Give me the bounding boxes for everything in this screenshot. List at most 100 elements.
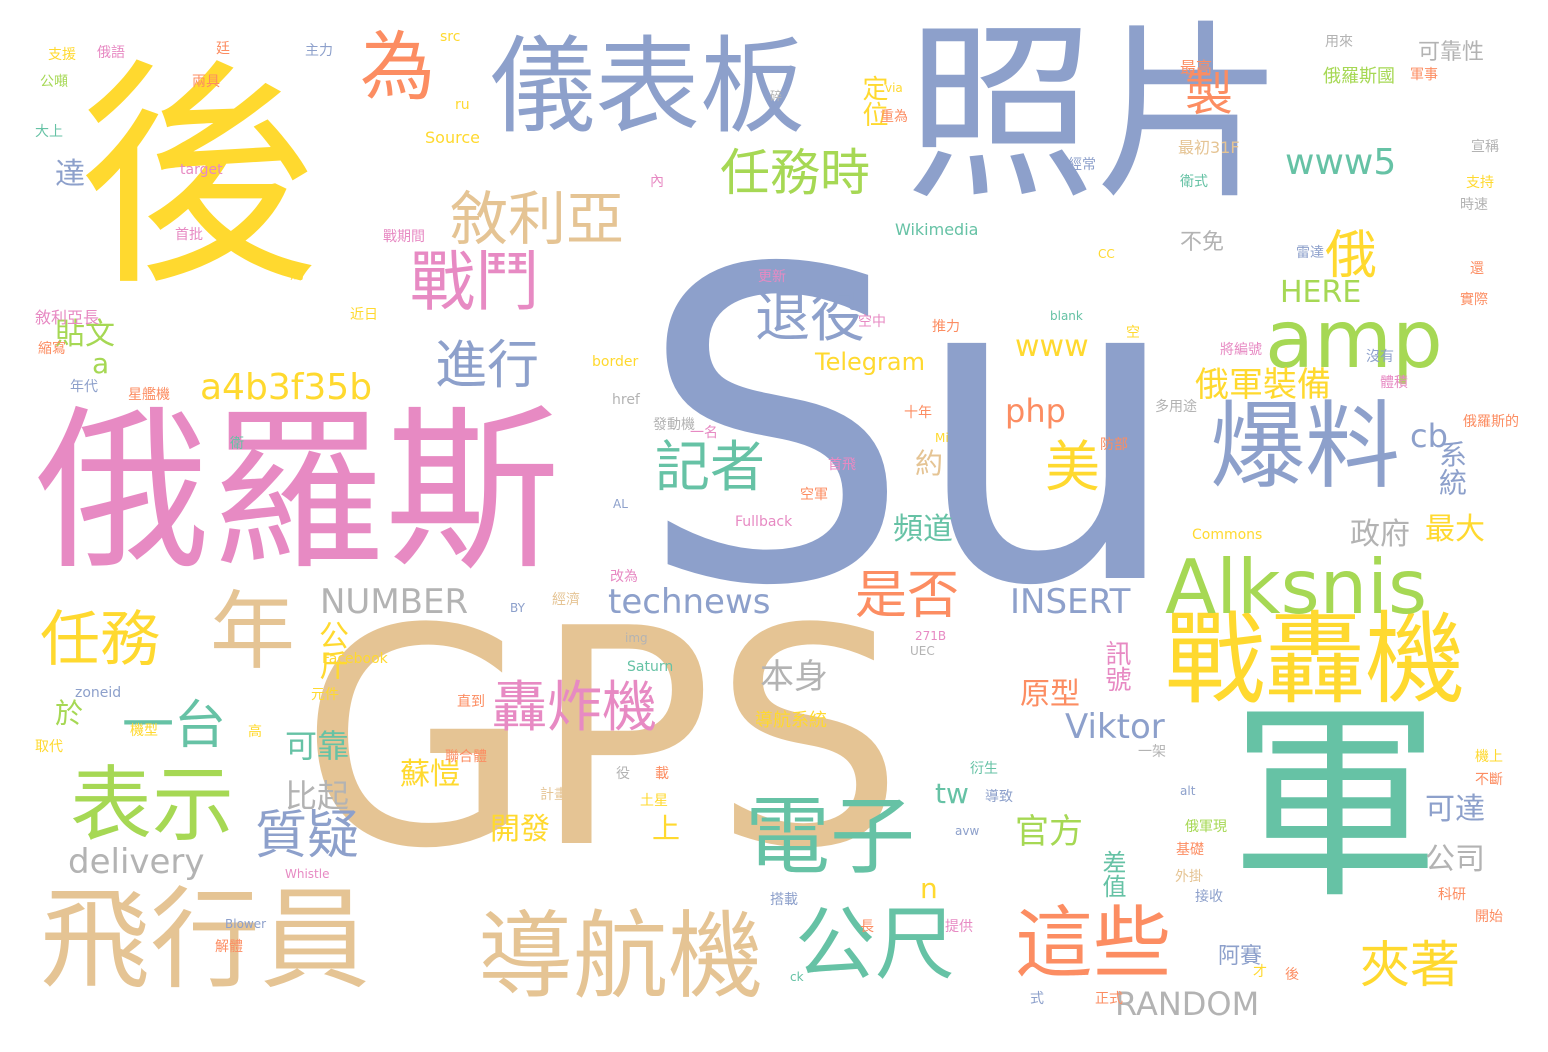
word: 爆料 xyxy=(1210,392,1401,502)
word: 電子 xyxy=(745,788,916,887)
word: 公噸 xyxy=(40,74,68,90)
word: 內 xyxy=(650,174,664,190)
word: 直到 xyxy=(457,694,485,710)
word: delivery xyxy=(68,842,205,882)
word: 馬 xyxy=(290,267,304,283)
word: 戰轟機 xyxy=(1165,601,1465,718)
word: Fullback xyxy=(735,514,793,530)
word: Whistle xyxy=(285,867,330,881)
word: src xyxy=(440,29,461,45)
word: href xyxy=(612,392,640,408)
word: 阿賽 xyxy=(1218,944,1263,969)
word: 取代 xyxy=(35,739,63,755)
word: 近日 xyxy=(350,307,378,323)
word: Mi xyxy=(935,431,949,445)
word: 達 xyxy=(55,157,85,192)
word: 兩具 xyxy=(192,74,220,90)
word: 衍生 xyxy=(970,761,998,777)
word: 還 xyxy=(1470,261,1484,277)
word: tw xyxy=(935,777,969,810)
word: 導致 xyxy=(985,789,1013,805)
word: Facebook xyxy=(322,651,388,667)
word: 防部 xyxy=(1100,437,1128,453)
word: 可靠性 xyxy=(1418,40,1485,65)
word: 軍事 xyxy=(1410,67,1438,83)
word: INSERT xyxy=(1010,582,1131,622)
word: 敘利亞長 xyxy=(35,308,100,327)
word: Telegram xyxy=(815,348,925,376)
word: 訊號 xyxy=(1101,640,1131,692)
word: 機上 xyxy=(1475,749,1503,765)
word: Commons xyxy=(1192,527,1263,543)
word: 體積 xyxy=(1380,375,1408,391)
word: 計畫 xyxy=(540,787,568,803)
word: 首批 xyxy=(175,227,203,243)
word: 載 xyxy=(655,766,669,782)
word: Source xyxy=(425,128,480,147)
word: 大上 xyxy=(35,124,63,140)
word: 星艦機 xyxy=(128,387,170,403)
word: 將編號 xyxy=(1220,342,1262,358)
word: a4b3f35b xyxy=(200,367,373,408)
word: 上 xyxy=(652,812,681,845)
word: 科研 xyxy=(1438,887,1466,903)
word: 更新 xyxy=(758,269,786,285)
word: 俄語 xyxy=(97,45,125,61)
word: avw xyxy=(955,824,980,838)
word: 任務 xyxy=(40,605,160,675)
word: Blower xyxy=(225,917,267,931)
word: 導航系統 xyxy=(755,710,827,731)
word: 271B xyxy=(915,629,947,643)
word: n xyxy=(920,872,938,905)
word: 俄 xyxy=(1325,226,1378,286)
word: 改為 xyxy=(610,569,638,585)
word: 外掛 xyxy=(1175,869,1203,885)
word: 政府 xyxy=(1350,517,1410,552)
word: GPS xyxy=(300,565,904,914)
word: 照片 xyxy=(905,4,1286,225)
word: 敘利亞 xyxy=(450,185,625,253)
word: 公司 xyxy=(1425,842,1485,877)
word: 開始 xyxy=(1475,909,1503,925)
word: 官方 xyxy=(1015,812,1083,852)
word: 年代 xyxy=(70,379,98,395)
word: 頻道 xyxy=(893,512,953,547)
word: 基礎 xyxy=(1176,842,1204,858)
word: 縮寫 xyxy=(38,341,66,357)
word: 俄軍裝備 xyxy=(1195,365,1331,405)
word: 差值 xyxy=(1098,850,1126,898)
word: 雷達 xyxy=(1296,245,1324,261)
word: img xyxy=(625,631,648,645)
word: border xyxy=(592,354,639,370)
word: 蘇愷 xyxy=(400,757,460,792)
word: 戰鬥 xyxy=(410,245,541,320)
word: 重為 xyxy=(880,109,908,125)
word: Saturn xyxy=(627,659,674,675)
word: 廷 xyxy=(216,41,230,57)
word: 公斤 xyxy=(313,620,348,680)
word: 不斷 xyxy=(1475,772,1503,788)
word: 美 xyxy=(1045,435,1101,499)
word: BY xyxy=(510,601,525,615)
word: 用來 xyxy=(1325,34,1353,50)
word: 比起 xyxy=(285,777,350,815)
word: 經常 xyxy=(1068,157,1096,173)
word: 空軍 xyxy=(800,487,828,503)
word: CC xyxy=(1098,247,1115,261)
word: 實際 xyxy=(1460,292,1488,308)
word: 記者 xyxy=(655,435,766,499)
word: 宣稱 xyxy=(1471,139,1499,155)
word: 後 xyxy=(1285,967,1299,983)
word: 經濟 xyxy=(552,592,580,608)
word: 空 xyxy=(1126,325,1140,341)
word: 進行 xyxy=(435,336,540,396)
word: www5 xyxy=(1285,142,1397,183)
word: 俄羅斯的 xyxy=(1463,414,1519,430)
word: 導航機 xyxy=(478,902,764,1012)
word: 衛式 xyxy=(1180,174,1208,190)
word: 最高 xyxy=(1180,58,1213,77)
word: 土星 xyxy=(640,793,668,809)
word: HERE xyxy=(1280,275,1362,310)
word: 支持 xyxy=(1466,175,1494,191)
